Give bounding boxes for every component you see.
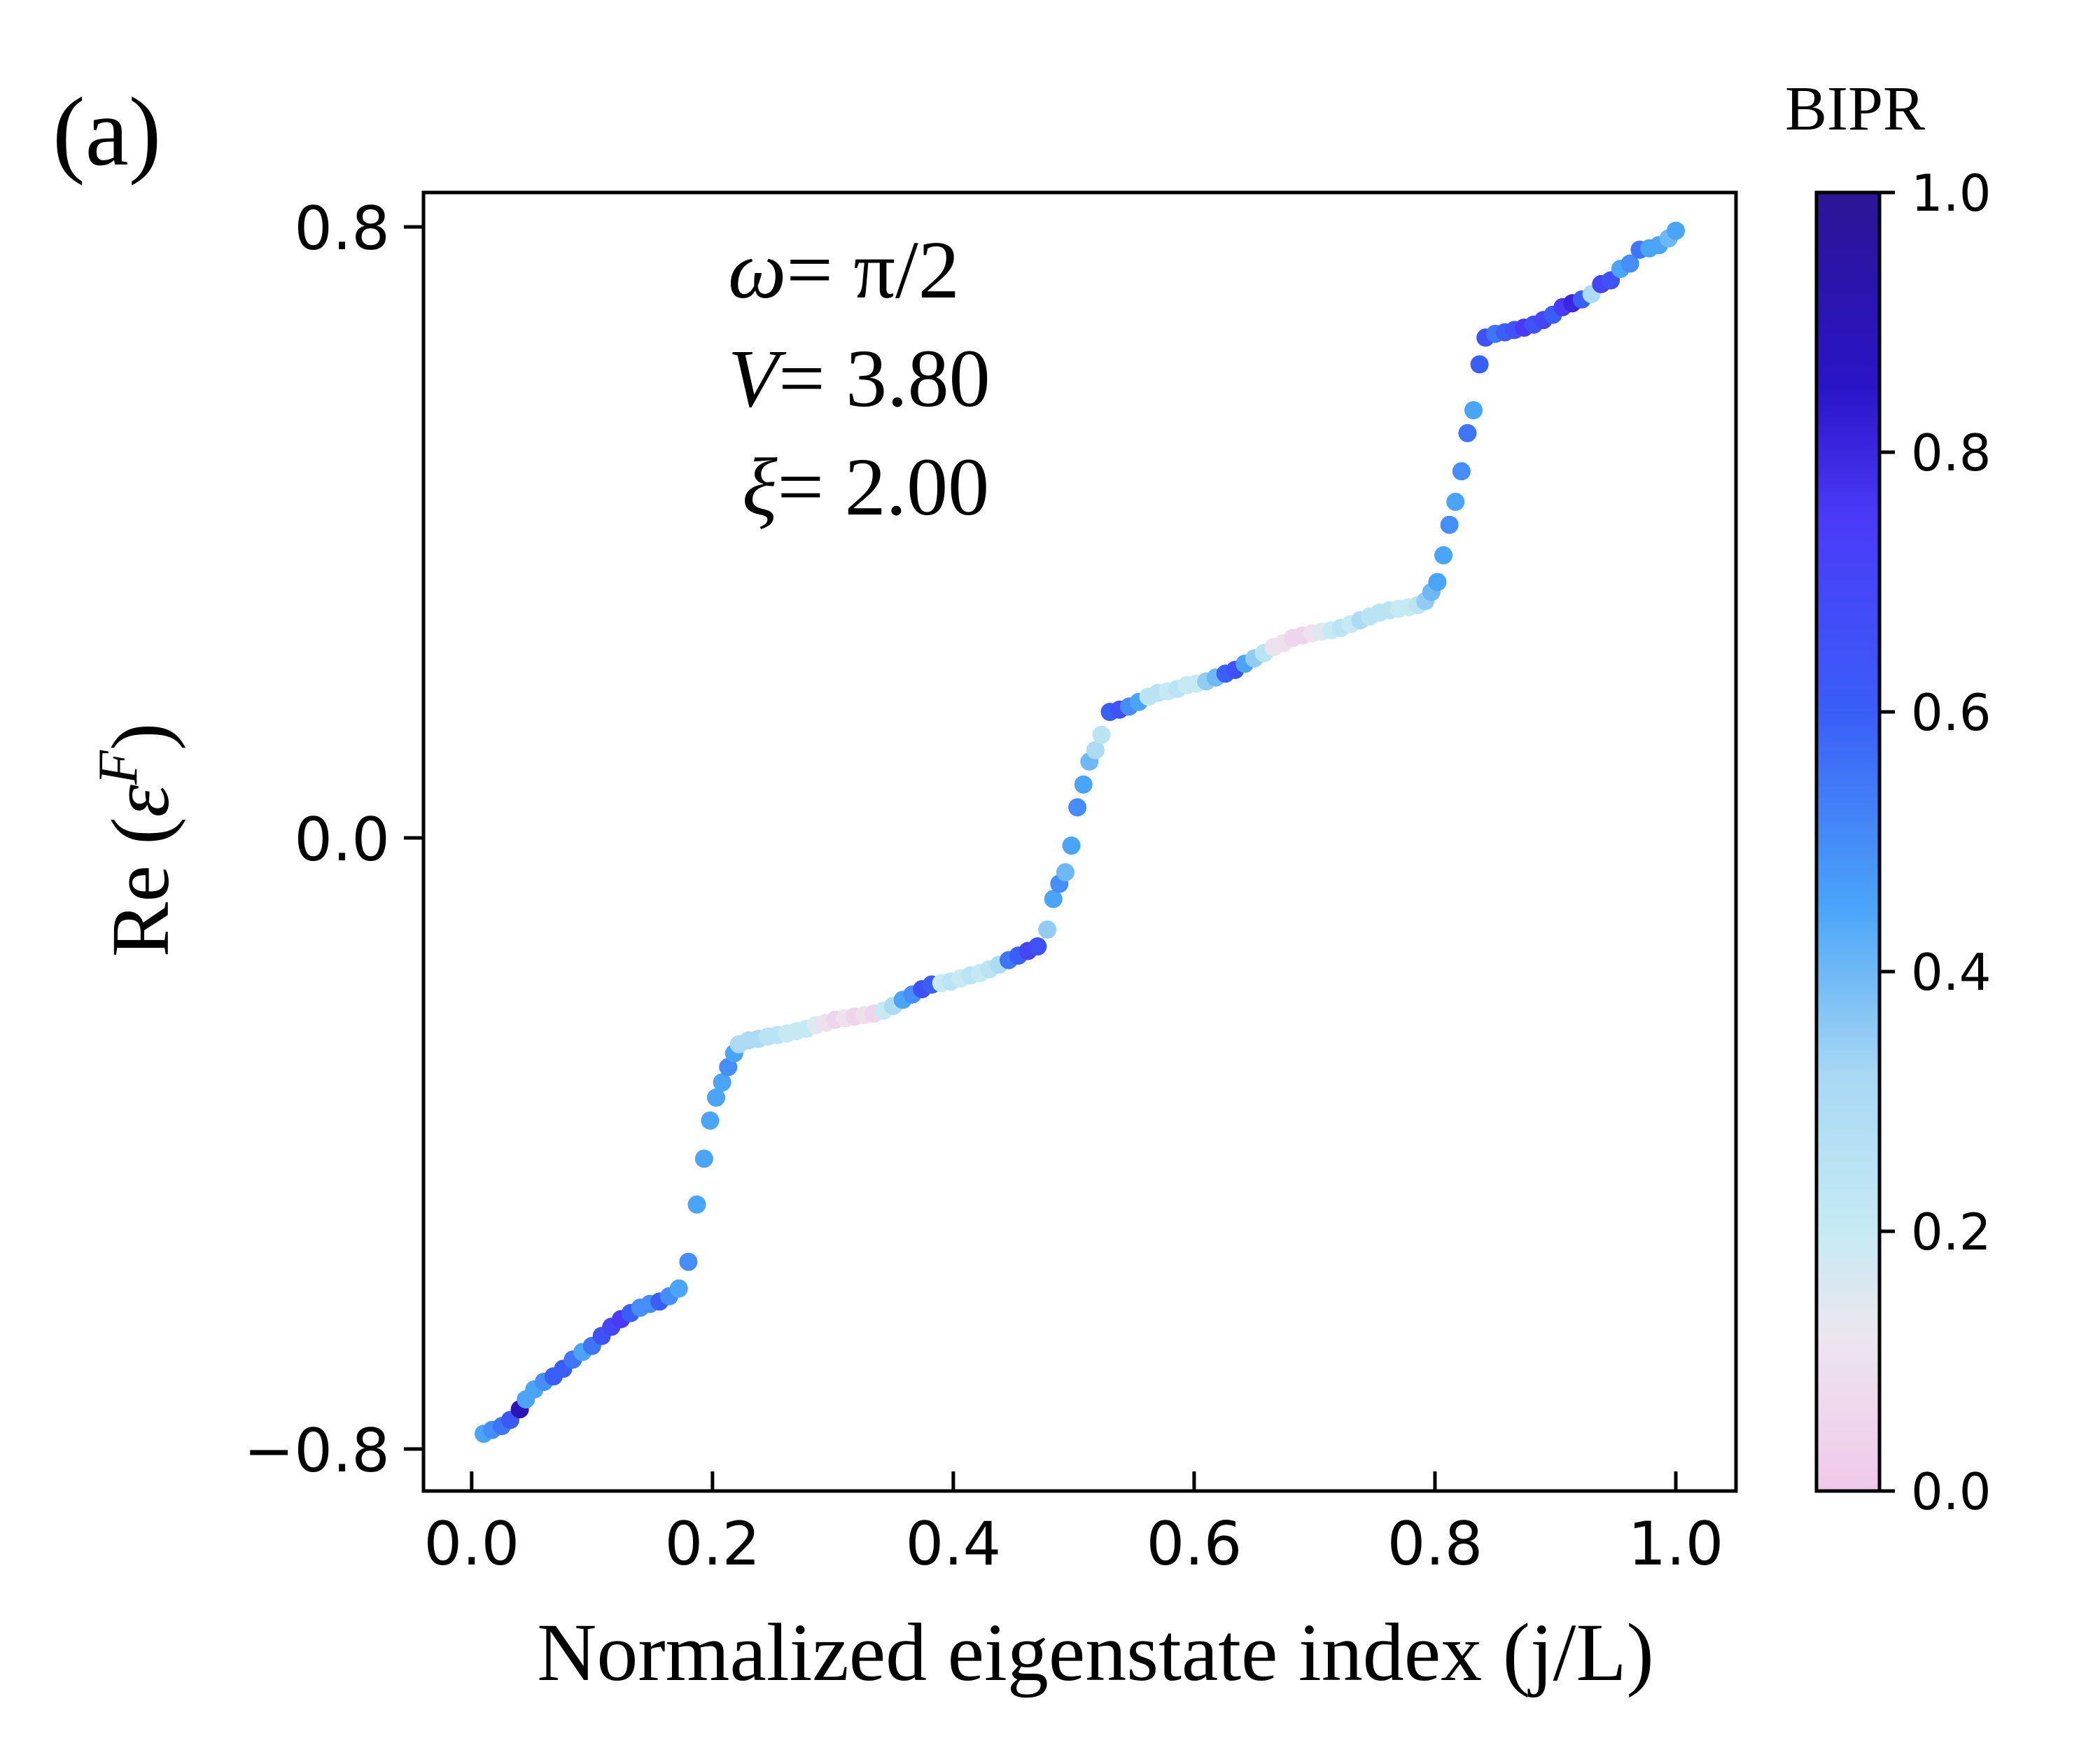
colorbar-tick-label: 1.0 — [1911, 164, 1991, 223]
y-axis-label-prefix: Re ( — [94, 817, 186, 957]
y-axis: −0.8 0.0 0.8 — [244, 194, 424, 1486]
annotation-v: V= 3.80 — [728, 332, 990, 424]
annotation-omega: ω= π/2 — [728, 224, 960, 316]
annotation-xi-value: = 2.00 — [778, 441, 990, 533]
data-point — [694, 1149, 713, 1168]
colorbar-label: BIPR — [1785, 74, 1925, 144]
panel-label: (a) — [52, 78, 161, 186]
x-tick-label: 0.0 — [424, 1509, 519, 1579]
annotation-xi: ξ= 2.00 — [742, 441, 989, 533]
scatter-points — [475, 221, 1685, 1443]
data-point — [719, 1058, 738, 1077]
data-point — [1086, 741, 1105, 760]
annotation-v-value: = 3.80 — [778, 332, 990, 424]
data-point — [1434, 546, 1452, 565]
data-point — [1038, 920, 1057, 939]
data-point — [1074, 775, 1093, 794]
colorbar: 0.0 0.2 0.4 0.6 0.8 1.0 BIPR — [1785, 74, 1991, 1521]
x-tick-label: 0.4 — [905, 1509, 1001, 1579]
data-point — [1092, 725, 1111, 744]
y-axis-label: Re (εF) — [88, 723, 186, 958]
data-point — [1446, 492, 1465, 511]
annotation-omega-symbol: ω — [728, 224, 786, 316]
y-tick-label: −0.8 — [244, 1416, 390, 1486]
x-tick-label: 1.0 — [1628, 1509, 1724, 1579]
x-tick-label: 0.6 — [1147, 1509, 1242, 1579]
annotation-v-symbol: V — [728, 332, 787, 424]
annotation-xi-symbol: ξ — [742, 441, 778, 533]
data-point — [701, 1111, 720, 1130]
y-tick-label: 0.8 — [294, 194, 390, 264]
x-tick-label: 0.2 — [664, 1509, 760, 1579]
y-axis-label-symbol: ε — [94, 784, 186, 817]
data-point — [707, 1088, 725, 1107]
data-point — [1620, 254, 1639, 273]
annotation-omega-value: = π/2 — [786, 224, 959, 316]
colorbar-tick-label: 0.2 — [1911, 1203, 1991, 1261]
data-point — [1068, 798, 1087, 817]
x-tick-label: 0.8 — [1387, 1509, 1483, 1579]
data-point — [1470, 355, 1489, 374]
x-axis: 0.0 0.2 0.4 0.6 0.8 1.0 — [424, 1471, 1723, 1579]
data-point — [1458, 424, 1477, 442]
parameter-annotations: ω= π/2 V= 3.80 ξ= 2.00 — [728, 224, 990, 533]
data-point — [1464, 401, 1483, 419]
colorbar-tick-label: 0.0 — [1911, 1462, 1991, 1521]
colorbar-tick-label: 0.8 — [1911, 424, 1991, 482]
y-axis-label-suffix: ) — [94, 723, 186, 750]
colorbar-tick-label: 0.6 — [1911, 683, 1991, 742]
data-point — [679, 1252, 698, 1271]
data-point — [1056, 863, 1074, 882]
colorbar-tick-label: 0.4 — [1911, 943, 1991, 1002]
data-point — [1028, 937, 1047, 955]
data-point — [1440, 515, 1459, 534]
data-point — [713, 1073, 732, 1092]
data-point — [1667, 221, 1685, 240]
data-point — [687, 1195, 706, 1214]
plot-area-frame — [421, 190, 1738, 1493]
data-point — [1428, 573, 1447, 592]
data-point — [669, 1279, 688, 1298]
data-point — [1062, 836, 1081, 855]
x-axis-label: Normalized eigenstate index (j/L) — [537, 1606, 1654, 1698]
y-axis-label-superscript: F — [88, 750, 149, 785]
data-point — [1452, 462, 1471, 481]
data-point — [1044, 890, 1063, 909]
colorbar-ticks: 0.0 0.2 0.4 0.6 0.8 1.0 — [1879, 164, 1991, 1521]
colorbar-rect — [1814, 190, 1882, 1493]
y-tick-label: 0.0 — [294, 805, 390, 875]
